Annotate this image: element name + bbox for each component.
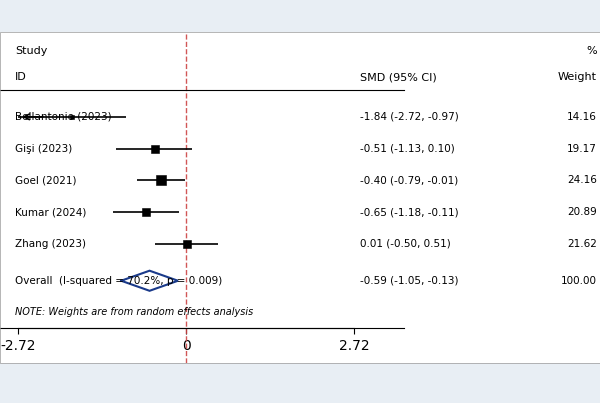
Text: 0.01 (-0.50, 0.51): 0.01 (-0.50, 0.51) [360,239,451,249]
Text: ID: ID [15,72,27,82]
Text: -0.40 (-0.79, -0.01): -0.40 (-0.79, -0.01) [360,175,458,185]
Text: -0.65 (-1.18, -0.11): -0.65 (-1.18, -0.11) [360,207,458,217]
Text: -1.84 (-2.72, -0.97): -1.84 (-2.72, -0.97) [360,112,459,122]
Text: %: % [586,46,597,56]
Text: Overall  (I-squared = 70.2%, p = 0.009): Overall (I-squared = 70.2%, p = 0.009) [15,276,222,286]
Text: Study: Study [15,46,47,56]
Text: 14.16: 14.16 [567,112,597,122]
Text: 19.17: 19.17 [567,143,597,154]
Text: Weight: Weight [558,72,597,82]
Text: Kumar (2024): Kumar (2024) [15,207,86,217]
Text: 21.62: 21.62 [567,239,597,249]
Text: NOTE: Weights are from random effects analysis: NOTE: Weights are from random effects an… [15,307,253,318]
Text: Gişi (2023): Gişi (2023) [15,143,72,154]
Text: -0.59 (-1.05, -0.13): -0.59 (-1.05, -0.13) [360,276,458,286]
Text: 20.89: 20.89 [567,207,597,217]
Text: 24.16: 24.16 [567,175,597,185]
Text: Goel (2021): Goel (2021) [15,175,77,185]
Text: Bellantonio (2023): Bellantonio (2023) [15,112,112,122]
Text: Zhang (2023): Zhang (2023) [15,239,86,249]
Text: 100.00: 100.00 [561,276,597,286]
Text: -0.51 (-1.13, 0.10): -0.51 (-1.13, 0.10) [360,143,455,154]
Text: SMD (95% CI): SMD (95% CI) [360,72,437,82]
